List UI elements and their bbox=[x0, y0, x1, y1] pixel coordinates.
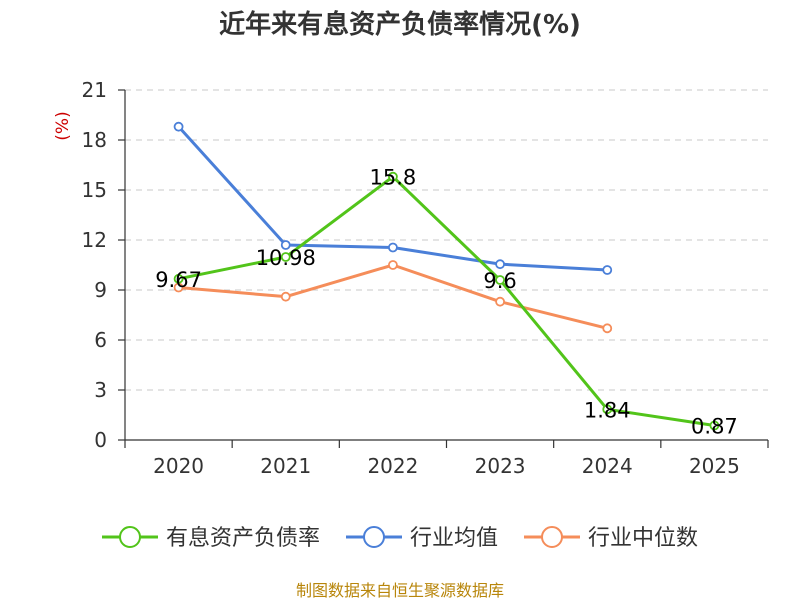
legend-item[interactable]: 有息资产负债率 bbox=[102, 526, 320, 551]
legend-item[interactable]: 行业中位数 bbox=[524, 526, 698, 551]
data-label: 0.87 bbox=[691, 415, 738, 439]
axes: 0 3 6 9 12 15 18 21 2020 2021 2022 2023 2024 2025 bbox=[82, 78, 769, 478]
y-tick-label: 0 bbox=[94, 428, 107, 452]
x-tick-label: 2021 bbox=[260, 454, 311, 478]
legend-circle-icon bbox=[119, 526, 141, 548]
x-tick-label: 2025 bbox=[689, 454, 740, 478]
data-point[interactable] bbox=[173, 273, 184, 284]
legend-item[interactable]: 行业均值 bbox=[346, 526, 498, 551]
data-point[interactable] bbox=[280, 291, 291, 302]
data-point[interactable] bbox=[709, 420, 720, 431]
legend-label: 行业均值 bbox=[410, 526, 498, 551]
data-point[interactable] bbox=[602, 323, 613, 334]
x-tick-label: 2022 bbox=[367, 454, 418, 478]
series-line bbox=[178, 263, 608, 330]
y-tick-label: 6 bbox=[94, 328, 107, 352]
data-label: 15.8 bbox=[370, 166, 417, 190]
y-tick-label: 18 bbox=[82, 128, 107, 152]
data-point[interactable] bbox=[388, 260, 398, 270]
y-tick-label: 12 bbox=[82, 228, 107, 252]
series-lines bbox=[173, 121, 720, 431]
data-labels: 9.67 10.98 15.8 9.6 1.84 0.87 bbox=[155, 166, 738, 439]
data-label: 1.84 bbox=[584, 398, 631, 422]
data-point[interactable] bbox=[280, 252, 291, 262]
legend-circle-icon bbox=[363, 526, 385, 548]
legend-circle-icon bbox=[541, 526, 563, 548]
x-tick-label: 2020 bbox=[153, 454, 204, 478]
data-point[interactable] bbox=[173, 121, 184, 132]
y-tick-label: 3 bbox=[94, 378, 107, 402]
data-label: 9.67 bbox=[155, 268, 202, 292]
data-point[interactable] bbox=[280, 240, 291, 250]
data-point[interactable] bbox=[495, 296, 505, 307]
y-tick-label: 9 bbox=[94, 278, 107, 302]
data-point[interactable] bbox=[388, 242, 398, 253]
data-point[interactable] bbox=[495, 275, 505, 285]
data-label: 9.6 bbox=[483, 269, 516, 293]
data-point[interactable] bbox=[602, 404, 613, 415]
x-tick-label: 2023 bbox=[475, 454, 526, 478]
y-axis-unit-label: (%) bbox=[53, 111, 73, 140]
data-point[interactable] bbox=[495, 259, 505, 270]
x-tick-label: 2024 bbox=[582, 454, 633, 478]
legend-label: 有息资产负债率 bbox=[166, 526, 320, 551]
source-note: 制图数据来自恒生聚源数据库 bbox=[296, 581, 504, 600]
series-line bbox=[178, 175, 715, 427]
y-tick-label: 15 bbox=[82, 178, 107, 202]
y-tick-label: 21 bbox=[82, 78, 107, 102]
data-point[interactable] bbox=[388, 171, 398, 182]
chart-title: 近年来有息资产负债率情况(%) bbox=[219, 9, 581, 40]
legend-label: 行业中位数 bbox=[588, 526, 698, 551]
data-point[interactable] bbox=[602, 265, 613, 275]
legend[interactable]: 有息资产负债率 行业均值 行业中位数 bbox=[102, 526, 698, 551]
data-label: 10.98 bbox=[256, 246, 316, 270]
grid-lines bbox=[125, 89, 768, 391]
